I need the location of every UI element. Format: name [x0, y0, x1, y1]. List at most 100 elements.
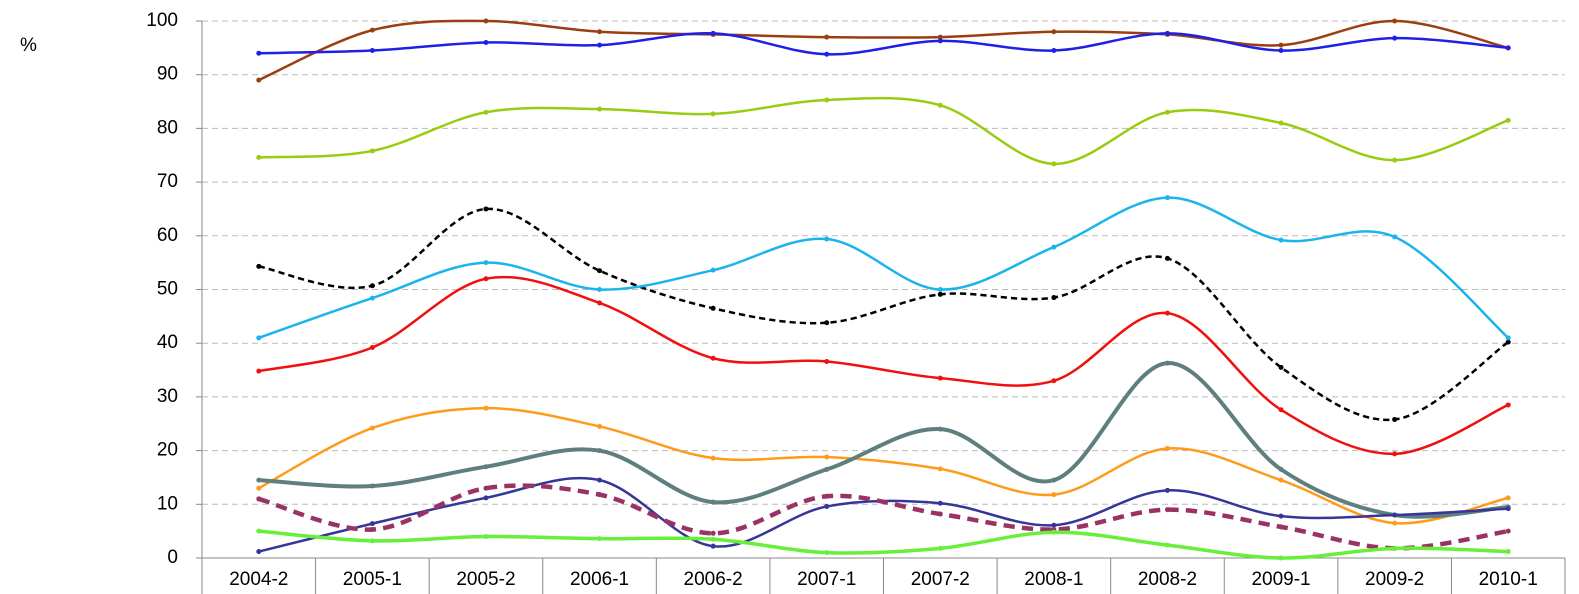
series-line	[258, 483, 1509, 551]
point-marker	[1505, 402, 1511, 408]
point-marker	[1051, 522, 1057, 528]
point-marker	[483, 39, 489, 45]
point-marker	[1505, 335, 1511, 341]
point-marker	[710, 30, 716, 36]
point-marker	[1164, 255, 1170, 261]
point-marker	[256, 77, 262, 83]
point-marker	[597, 423, 603, 429]
point-marker	[369, 283, 375, 289]
point-marker	[824, 51, 830, 57]
point-marker	[597, 106, 603, 112]
point-marker	[597, 268, 603, 274]
point-marker	[256, 528, 262, 534]
series-line	[258, 275, 1509, 456]
point-marker	[1505, 495, 1511, 501]
x-tick-label: 2008-2	[1138, 569, 1197, 590]
point-marker	[824, 466, 830, 472]
point-marker	[1278, 466, 1284, 472]
point-marker	[483, 18, 489, 24]
point-marker	[1278, 364, 1284, 370]
point-marker	[1392, 520, 1398, 526]
point-marker	[369, 344, 375, 350]
point-marker	[824, 503, 830, 509]
point-marker	[1505, 506, 1511, 512]
point-marker	[597, 492, 603, 498]
series-line	[258, 19, 1509, 82]
y-tick-label: 100	[146, 10, 178, 31]
point-marker	[369, 521, 375, 527]
point-marker	[1164, 310, 1170, 316]
point-marker	[1392, 18, 1398, 24]
point-marker	[369, 295, 375, 301]
point-marker	[597, 287, 603, 292]
point-marker	[256, 368, 262, 374]
point-marker	[483, 206, 489, 212]
y-tick-label: 20	[157, 440, 178, 461]
point-marker	[483, 534, 489, 540]
point-marker	[369, 48, 375, 54]
x-tick-label: 2005-1	[343, 569, 402, 590]
y-tick-label: 70	[157, 171, 178, 192]
point-marker	[710, 355, 716, 361]
point-marker	[597, 477, 603, 483]
point-marker	[710, 499, 716, 505]
point-marker	[256, 485, 262, 491]
point-marker	[824, 550, 830, 556]
point-marker	[1392, 512, 1398, 518]
point-marker	[710, 305, 716, 311]
series-line	[258, 529, 1509, 560]
y-tick-label: 80	[157, 117, 178, 138]
point-marker	[597, 42, 603, 48]
point-marker	[483, 276, 489, 282]
series-line	[258, 207, 1509, 422]
point-marker	[256, 496, 262, 502]
point-marker	[1164, 507, 1170, 513]
point-marker	[710, 267, 716, 273]
point-marker	[1164, 360, 1170, 366]
point-marker	[1051, 244, 1057, 250]
point-marker	[824, 358, 830, 364]
point-marker	[483, 109, 489, 115]
point-marker	[1505, 549, 1511, 555]
x-tick-label: 2005-2	[456, 569, 515, 590]
y-tick-label: 0	[167, 547, 178, 568]
series-line	[258, 361, 1509, 519]
point-marker	[1051, 492, 1057, 498]
point-marker	[597, 300, 603, 306]
point-marker	[1278, 555, 1284, 561]
x-tick-label: 2009-2	[1365, 569, 1424, 590]
point-marker	[256, 335, 262, 341]
point-marker	[1164, 195, 1170, 201]
series-line	[258, 31, 1509, 56]
x-tick-label: 2008-1	[1024, 569, 1083, 590]
point-marker	[937, 426, 943, 432]
point-marker	[824, 493, 830, 499]
point-marker	[1051, 477, 1057, 483]
x-tick-label: 2007-1	[797, 569, 856, 590]
point-marker	[1392, 157, 1398, 163]
y-tick-label: 40	[157, 332, 178, 353]
point-marker	[1278, 120, 1284, 126]
point-marker	[937, 466, 943, 472]
point-marker	[824, 34, 830, 40]
point-marker	[937, 375, 943, 381]
point-marker	[1278, 477, 1284, 483]
point-marker	[1051, 48, 1057, 54]
point-marker	[483, 405, 489, 411]
point-marker	[1505, 528, 1511, 534]
point-marker	[1392, 451, 1398, 457]
point-marker	[1392, 545, 1398, 551]
point-marker	[1392, 416, 1398, 422]
point-marker	[1505, 117, 1511, 123]
point-marker	[710, 543, 716, 549]
point-marker	[824, 97, 830, 103]
point-marker	[256, 549, 262, 555]
point-marker	[597, 448, 603, 454]
x-tick-label: 2006-1	[570, 569, 629, 590]
point-marker	[1505, 339, 1511, 345]
point-marker	[1164, 30, 1170, 36]
y-tick-label: 10	[157, 493, 178, 514]
point-marker	[1051, 378, 1057, 384]
point-marker	[1392, 35, 1398, 41]
